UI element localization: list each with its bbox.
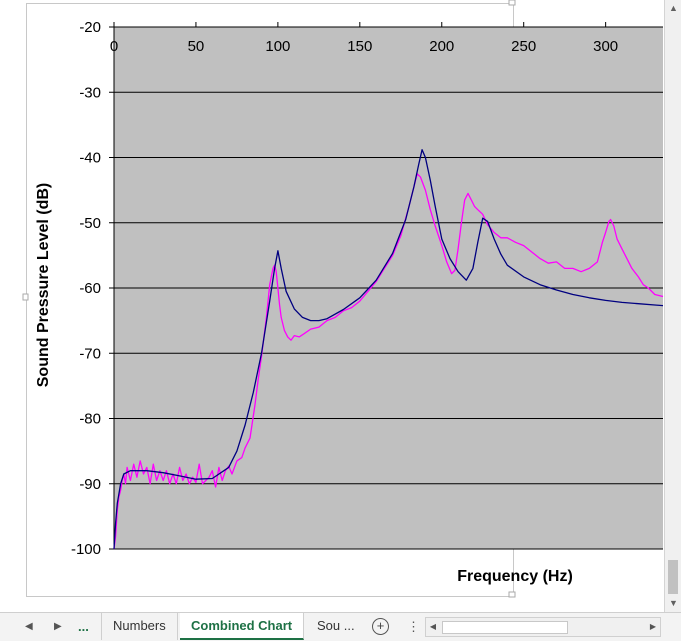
- y-tick-label: -70: [79, 345, 101, 362]
- y-tick-label: -80: [79, 411, 101, 428]
- y-tick-labels: -20 -30 -40 -50 -60 -70 -80 -90 -100: [71, 19, 101, 558]
- more-tabs-left[interactable]: ...: [78, 619, 89, 634]
- gridlines: [109, 22, 663, 550]
- vertical-scrollbar[interactable]: ▲ ▼: [664, 0, 681, 612]
- y-tick-label: -60: [79, 280, 101, 297]
- x-axis-title: Frequency (Hz): [457, 568, 573, 585]
- scroll-down-icon[interactable]: ▼: [669, 598, 678, 608]
- chart-handle-top[interactable]: [508, 0, 516, 6]
- x-tick-label: 150: [347, 38, 372, 55]
- y-tick-label: -40: [79, 150, 101, 167]
- y-tick-label: -100: [71, 541, 101, 558]
- chart-handle-bottom[interactable]: [508, 591, 516, 598]
- horizontal-scrollbar[interactable]: ◀ ▶: [425, 617, 661, 637]
- tab-scroll-left-icon[interactable]: ◀: [25, 621, 33, 632]
- chart-handle-left[interactable]: [22, 293, 29, 301]
- tab-numbers[interactable]: Numbers: [101, 613, 178, 640]
- x-tick-label: 0: [110, 38, 118, 55]
- y-tick-label: -20: [79, 19, 101, 36]
- sheet-tab-bar: ◀ ▶ ... Numbers Combined Chart Sou ... +…: [0, 612, 681, 641]
- worksheet: -20 -30 -40 -50 -60 -70 -80 -90 -100 0 50 100 150 20…: [0, 0, 664, 612]
- tab-scroll-right-icon[interactable]: ▶: [54, 621, 62, 632]
- scroll-left-icon[interactable]: ◀: [429, 622, 437, 631]
- x-tick-label: 100: [265, 38, 290, 55]
- y-tick-label: -90: [79, 476, 101, 493]
- y-axis-title: Sound Pressure Level (dB): [35, 183, 52, 388]
- tab-combined-chart[interactable]: Combined Chart: [180, 613, 305, 640]
- horizontal-scroll-thumb[interactable]: [442, 621, 568, 634]
- x-tick-label: 250: [511, 38, 536, 55]
- plus-circle-icon[interactable]: +: [372, 618, 389, 635]
- line-chart: -20 -30 -40 -50 -60 -70 -80 -90 -100 0 50 100 150 20…: [22, 0, 664, 598]
- x-tick-label: 200: [429, 38, 454, 55]
- tab-sou[interactable]: Sou ...: [317, 618, 355, 633]
- series-group: [113, 149, 664, 550]
- x-tick-label: 300: [593, 38, 618, 55]
- vertical-dots-icon[interactable]: ⋮: [407, 619, 420, 634]
- x-tick-label: 50: [188, 38, 205, 55]
- x-tick-labels: 0 50 100 150 200 250 300: [110, 38, 618, 55]
- scroll-right-icon[interactable]: ▶: [649, 622, 657, 631]
- scroll-up-icon[interactable]: ▲: [669, 3, 678, 13]
- series-line-navy: [113, 149, 664, 550]
- y-tick-label: -50: [79, 215, 101, 232]
- y-tick-label: -30: [79, 84, 101, 101]
- vertical-scroll-thumb[interactable]: [668, 560, 678, 594]
